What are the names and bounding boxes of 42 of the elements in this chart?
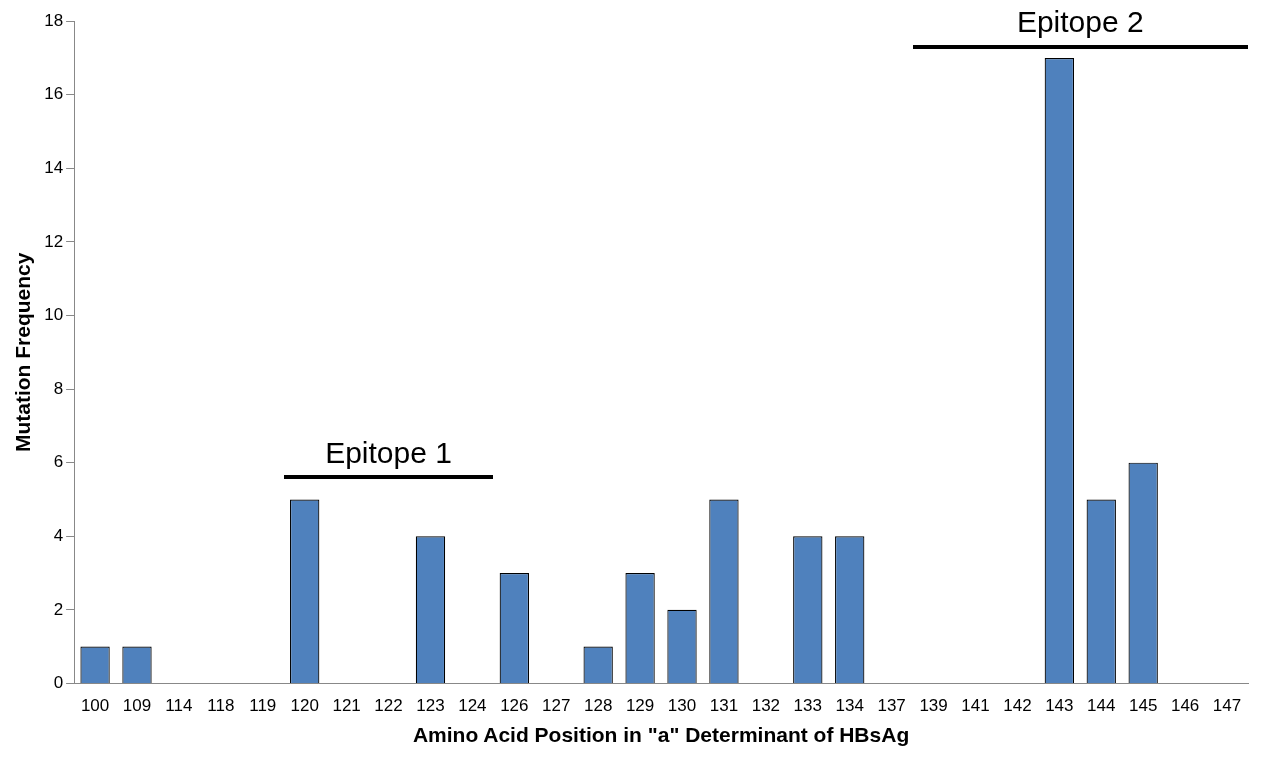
- y-tick-label: 2: [53, 599, 64, 619]
- x-tick-label: 128: [583, 696, 613, 716]
- y-tick-label: 4: [53, 525, 64, 545]
- x-tick-label: 129: [625, 696, 655, 716]
- x-tick-label: 145: [1129, 696, 1158, 716]
- x-tick-label: 119: [249, 696, 277, 716]
- x-tick-label: 131: [709, 696, 739, 716]
- x-tick-label: 122: [374, 696, 403, 716]
- annotation: Epitope 2: [1016, 5, 1144, 39]
- x-tick-label: 147: [1212, 696, 1242, 716]
- x-tick-label: 137: [877, 696, 906, 716]
- y-tick-label: 16: [44, 84, 64, 104]
- y-tick-label: 8: [53, 378, 64, 398]
- y-tick-label: 18: [44, 10, 64, 30]
- x-axis-title: Amino Acid Position in "a" Determinant of HBsAg: [412, 723, 910, 747]
- x-tick-label: 133: [793, 696, 822, 716]
- y-tick-label: 12: [44, 231, 64, 251]
- y-tick-label: 0: [53, 673, 64, 693]
- x-tick-label: 123: [416, 696, 445, 716]
- y-axis-title: Mutation Frequency: [11, 252, 35, 453]
- x-tick-label: 100: [80, 696, 110, 716]
- x-tick-label: 124: [458, 696, 487, 716]
- x-tick-label: 144: [1087, 696, 1116, 716]
- x-tick-label: 130: [667, 696, 697, 716]
- x-tick-label: 118: [207, 696, 235, 716]
- x-tick-label: 120: [290, 696, 319, 716]
- x-tick-label: 143: [1045, 696, 1074, 716]
- y-tick-label: 6: [53, 452, 64, 472]
- x-tick-label: 139: [919, 696, 948, 716]
- x-tick-label: 146: [1170, 696, 1200, 716]
- x-tick-label: 126: [500, 696, 529, 716]
- x-tick-label: 114: [165, 696, 193, 716]
- y-tick-label: 14: [44, 158, 64, 178]
- annotation: Epitope 1: [325, 435, 452, 469]
- x-tick-label: 121: [332, 696, 361, 716]
- x-tick-label: 142: [1003, 696, 1032, 716]
- x-tick-label: 132: [751, 696, 781, 716]
- y-tick-label: 10: [44, 305, 64, 325]
- x-tick-label: 127: [542, 696, 571, 716]
- x-tick-label: 141: [961, 696, 990, 716]
- x-tick-label: 109: [122, 696, 152, 716]
- x-tick-label: 134: [835, 696, 864, 716]
